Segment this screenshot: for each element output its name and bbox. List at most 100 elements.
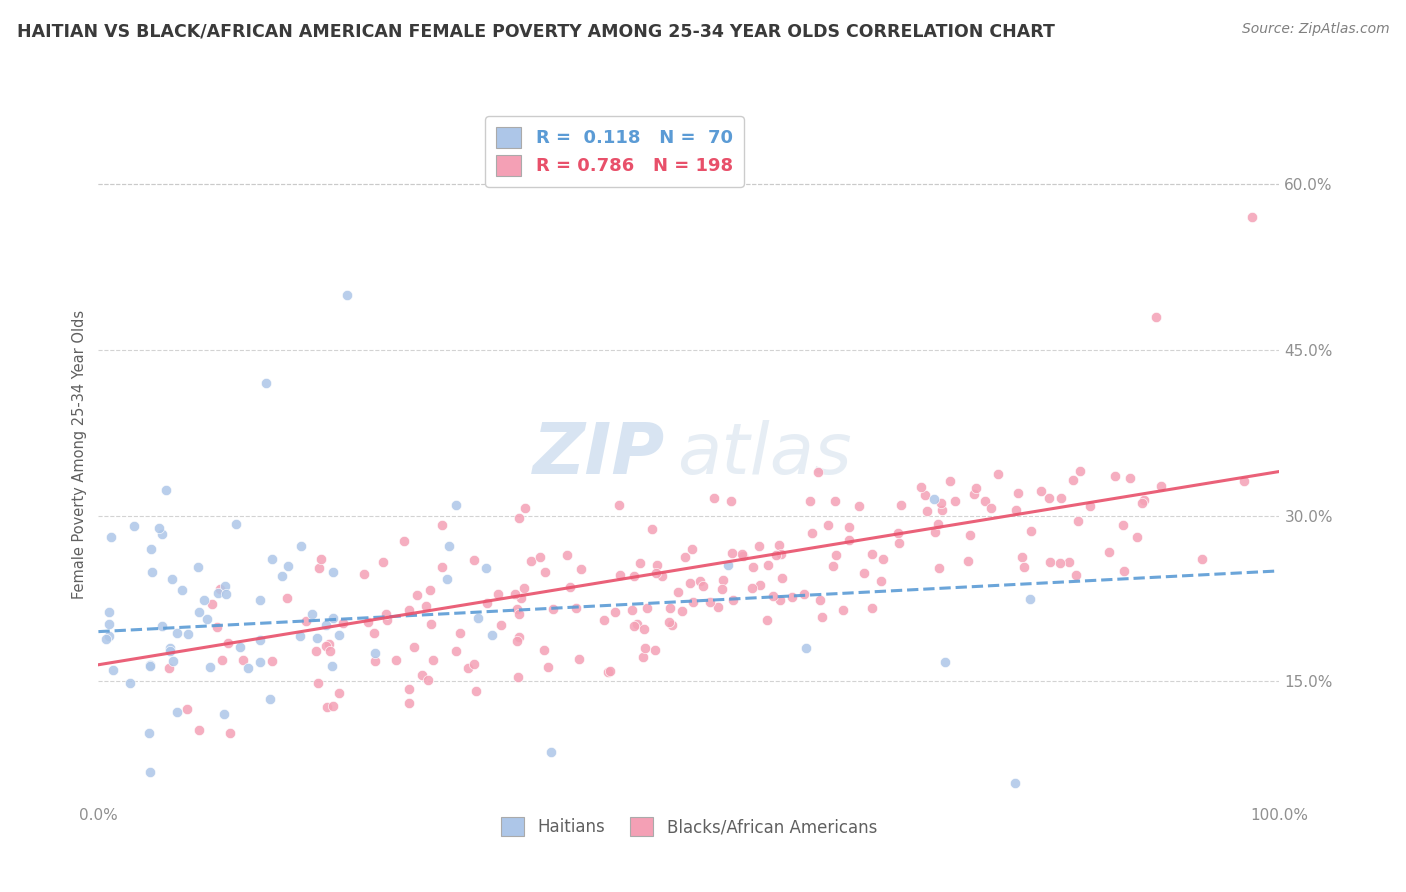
Point	[1144, 310, 1167, 324]
Point	[939, 474, 962, 488]
Point	[661, 617, 683, 632]
Point	[1011, 550, 1033, 565]
Point	[353, 567, 375, 582]
Point	[915, 504, 938, 518]
Point	[931, 503, 953, 517]
Point	[699, 595, 721, 609]
Point	[375, 607, 398, 622]
Point	[363, 625, 385, 640]
Point	[506, 669, 529, 683]
Point	[1014, 560, 1036, 574]
Point	[689, 574, 711, 588]
Point	[301, 607, 323, 621]
Point	[890, 499, 912, 513]
Point	[1004, 776, 1026, 790]
Point	[332, 615, 354, 630]
Point	[420, 616, 443, 631]
Point	[838, 533, 860, 548]
Point	[100, 530, 122, 544]
Point	[711, 582, 734, 596]
Y-axis label: Female Poverty Among 25-34 Year Olds: Female Poverty Among 25-34 Year Olds	[72, 310, 87, 599]
Point	[364, 654, 387, 668]
Point	[671, 604, 693, 618]
Point	[537, 660, 560, 674]
Point	[155, 483, 177, 497]
Point	[780, 591, 803, 605]
Point	[641, 522, 664, 536]
Point	[321, 659, 343, 673]
Point	[723, 593, 745, 607]
Point	[508, 630, 530, 644]
Point	[508, 510, 530, 524]
Point	[404, 640, 426, 654]
Point	[398, 602, 420, 616]
Point	[157, 661, 180, 675]
Point	[1007, 486, 1029, 500]
Point	[159, 644, 181, 658]
Point	[644, 643, 666, 657]
Point	[160, 572, 183, 586]
Point	[308, 561, 330, 575]
Point	[636, 601, 658, 615]
Point	[307, 676, 329, 690]
Point	[449, 625, 471, 640]
Point	[1059, 555, 1081, 569]
Point	[276, 591, 298, 606]
Point	[463, 657, 485, 671]
Point	[768, 538, 790, 552]
Point	[481, 628, 503, 642]
Point	[475, 560, 498, 574]
Point	[838, 520, 860, 534]
Point	[254, 376, 277, 391]
Point	[491, 617, 513, 632]
Point	[832, 603, 855, 617]
Point	[373, 555, 395, 569]
Point	[249, 655, 271, 669]
Point	[631, 649, 654, 664]
Point	[568, 651, 591, 665]
Point	[623, 568, 645, 582]
Point	[848, 499, 870, 513]
Point	[486, 587, 509, 601]
Point	[305, 644, 328, 658]
Point	[295, 615, 318, 629]
Point	[101, 663, 124, 677]
Point	[621, 603, 644, 617]
Point	[232, 653, 254, 667]
Point	[415, 599, 437, 613]
Point	[205, 620, 228, 634]
Point	[823, 558, 845, 573]
Point	[1005, 503, 1028, 517]
Point	[824, 548, 846, 562]
Point	[927, 516, 949, 531]
Point	[541, 601, 564, 615]
Point	[162, 654, 184, 668]
Point	[1119, 471, 1142, 485]
Point	[505, 587, 527, 601]
Point	[645, 566, 668, 580]
Point	[692, 580, 714, 594]
Point	[211, 653, 233, 667]
Point	[1191, 551, 1213, 566]
Point	[742, 560, 765, 574]
Point	[309, 551, 332, 566]
Point	[465, 683, 488, 698]
Point	[872, 551, 894, 566]
Point	[1062, 473, 1084, 487]
Point	[506, 602, 529, 616]
Point	[914, 488, 936, 502]
Point	[1039, 555, 1062, 569]
Point	[318, 637, 340, 651]
Point	[1133, 492, 1156, 507]
Point	[1130, 496, 1153, 510]
Point	[628, 556, 651, 570]
Point	[799, 493, 821, 508]
Point	[928, 561, 950, 575]
Point	[965, 481, 987, 495]
Point	[711, 573, 734, 587]
Point	[1067, 514, 1090, 528]
Point	[290, 539, 312, 553]
Point	[141, 565, 163, 579]
Text: HAITIAN VS BLACK/AFRICAN AMERICAN FEMALE POVERTY AMONG 25-34 YEAR OLDS CORRELATI: HAITIAN VS BLACK/AFRICAN AMERICAN FEMALE…	[17, 22, 1054, 40]
Text: atlas: atlas	[678, 420, 852, 490]
